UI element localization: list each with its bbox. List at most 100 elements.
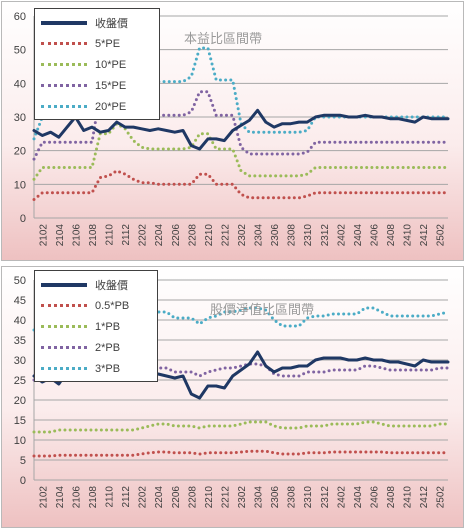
x-tick-label: 2212 (220, 224, 231, 247)
x-tick-label: 2210 (204, 486, 215, 509)
y-tick-label: 20 (14, 146, 26, 158)
y-tick-label: 45 (14, 295, 26, 307)
legend-label: 收盤價 (95, 17, 128, 30)
x-tick-label: 2412 (419, 224, 430, 247)
x-tick-label: 2402 (336, 486, 347, 509)
legend-swatch (41, 304, 87, 307)
x-tick-label: 2502 (436, 224, 447, 247)
pe-band-chart: 0 10 20 30 40 50 60 2102 2104 2106 2108 2110 2112 220… (1, 1, 464, 261)
series-line (32, 362, 450, 382)
x-tick-label: 2408 (386, 486, 397, 509)
x-tick-label: 2106 (71, 224, 82, 247)
x-tick-label: 2302 (237, 486, 248, 509)
x-tick-label: 2406 (369, 224, 380, 247)
y-tick-label: 15 (14, 415, 26, 427)
legend-item: 0.5*PB (41, 295, 153, 316)
y-tick-label: 5 (20, 455, 26, 467)
x-tick-label: 2202 (138, 224, 149, 247)
x-tick-label: 2502 (436, 486, 447, 509)
x-tick-label: 2306 (270, 486, 281, 509)
y-tick-label: 10 (14, 179, 26, 191)
y-tick-label: 25 (14, 375, 26, 387)
legend-item: 2*PB (41, 337, 153, 358)
legend-item: 20*PE (41, 96, 155, 117)
legend-label: 15*PE (95, 79, 127, 92)
x-tick-label: 2308 (287, 224, 298, 247)
x-tick-label: 2302 (237, 224, 248, 247)
legend-item: 收盤價 (41, 274, 153, 295)
legend-swatch (41, 20, 87, 25)
x-tick-label: 2310 (303, 486, 314, 509)
x-tick-label: 2402 (336, 224, 347, 247)
y-tick-label: 0 (20, 213, 26, 225)
chart-legend: 收盤價 0.5*PB 1*PB 2*PB 3*PB (34, 270, 158, 382)
x-tick-label: 2206 (171, 486, 182, 509)
legend-swatch (41, 325, 87, 328)
x-tick-label: 2212 (220, 486, 231, 509)
series-line (32, 306, 450, 332)
pb-band-chart-svg: 0 5 10 15 20 25 30 35 40 45 50 2102 2104 2106 2108 2110… (2, 267, 463, 527)
legend-label: 1*PB (95, 320, 121, 333)
x-tick-label: 2308 (287, 486, 298, 509)
x-tick-label: 2208 (187, 224, 198, 247)
chart-legend: 收盤價 5*PE 10*PE 15*PE 20*PE (34, 8, 160, 120)
legend-item: 收盤價 (41, 12, 155, 33)
legend-swatch (41, 84, 87, 87)
y-tick-label: 20 (14, 395, 26, 407)
x-tick-label: 2306 (270, 224, 281, 247)
y-tick-label: 10 (14, 435, 26, 447)
legend-swatch (41, 367, 87, 370)
x-tick-label: 2312 (320, 224, 331, 247)
legend-item: 1*PB (41, 316, 153, 337)
legend-swatch (41, 282, 87, 287)
legend-swatch (41, 105, 87, 108)
series-line (32, 108, 450, 151)
x-tick-label: 2410 (403, 224, 414, 247)
x-tick-label: 2204 (154, 224, 165, 247)
x-tick-label: 2102 (38, 486, 49, 509)
x-tick-label: 2410 (403, 486, 414, 509)
x-tick-label: 2412 (419, 486, 430, 509)
legend-label: 10*PE (95, 58, 127, 71)
x-tick-label: 2404 (353, 486, 364, 509)
legend-label: 收盤價 (95, 279, 128, 292)
y-tick-label: 60 (14, 11, 26, 23)
x-tick-label: 2112 (121, 224, 132, 246)
x-tick-label: 2110 (105, 486, 116, 508)
x-tick-label: 2108 (88, 224, 99, 247)
x-tick-label: 2312 (320, 486, 331, 509)
y-tick-label: 35 (14, 335, 26, 347)
x-tick-label: 2210 (204, 224, 215, 247)
legend-label: 20*PE (95, 100, 127, 113)
series-line (32, 122, 450, 181)
x-tick-label: 2204 (154, 486, 165, 509)
legend-item: 10*PE (41, 54, 155, 75)
legend-swatch (41, 42, 87, 45)
x-tick-label: 2304 (254, 224, 265, 247)
legend-item: 15*PE (41, 75, 155, 96)
chart-title: 股價淨值比區間帶 (210, 302, 315, 317)
legend-label: 5*PE (95, 37, 121, 50)
legend-label: 3*PB (95, 362, 121, 375)
x-tick-label: 2102 (38, 224, 49, 247)
y-tick-label: 0 (20, 475, 26, 487)
x-tick-label: 2108 (88, 486, 99, 509)
legend-swatch (41, 63, 87, 66)
pb-band-chart: 0 5 10 15 20 25 30 35 40 45 50 2102 2104 2106 2108 2110… (1, 266, 464, 528)
legend-swatch (41, 346, 87, 349)
y-tick-label: 40 (14, 78, 26, 90)
x-tick-label: 2106 (71, 486, 82, 509)
series-line (32, 420, 450, 434)
x-tick-label: 2104 (55, 224, 66, 247)
y-tick-label: 40 (14, 315, 26, 327)
x-tick-label: 2208 (187, 486, 198, 509)
y-tick-label: 30 (14, 112, 26, 124)
x-tick-label: 2206 (171, 224, 182, 247)
x-tick-label: 2310 (303, 224, 314, 247)
legend-label: 2*PB (95, 341, 121, 354)
chart-title: 本益比區間帶 (184, 31, 263, 46)
y-tick-label: 30 (14, 355, 26, 367)
series-line (32, 449, 450, 458)
x-tick-label: 2406 (369, 486, 380, 509)
x-tick-label: 2104 (55, 486, 66, 509)
